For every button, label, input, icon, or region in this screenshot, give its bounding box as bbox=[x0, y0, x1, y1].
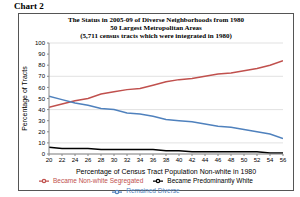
html-text:The Status in 2005-09 of Diver: The Status in 2005-09 of Diverse Neighbo… bbox=[68, 16, 244, 24]
svg-text:22: 22 bbox=[59, 157, 66, 163]
svg-text:40: 40 bbox=[38, 107, 45, 113]
html-text:Remained Diverse: Remained Diverse bbox=[126, 187, 180, 195]
html-text:(5,711 census tracts which wer: (5,711 census tracts which were integrat… bbox=[80, 32, 232, 40]
svg-text:70: 70 bbox=[38, 73, 45, 79]
svg-text:44: 44 bbox=[202, 157, 209, 163]
svg-text:20: 20 bbox=[38, 129, 45, 135]
svg-text:28: 28 bbox=[98, 157, 105, 163]
svg-text:54: 54 bbox=[267, 157, 274, 163]
svg-text:42: 42 bbox=[189, 157, 196, 163]
svg-text:0: 0 bbox=[42, 151, 46, 157]
svg-text:60: 60 bbox=[38, 85, 45, 91]
html-text:Became Predominantly White: Became Predominantly White bbox=[167, 177, 253, 184]
svg-text:50: 50 bbox=[38, 96, 45, 102]
svg-text:52: 52 bbox=[254, 157, 261, 163]
svg-text:50: 50 bbox=[241, 157, 248, 163]
svg-text:40: 40 bbox=[176, 157, 183, 163]
svg-text:34: 34 bbox=[137, 157, 144, 163]
svg-text:10: 10 bbox=[38, 140, 45, 146]
svg-text:46: 46 bbox=[215, 157, 222, 163]
svg-text:38: 38 bbox=[163, 157, 170, 163]
svg-text:100: 100 bbox=[35, 40, 46, 46]
svg-text:Percentage of Census Tract Pop: Percentage of Census Tract Population No… bbox=[76, 168, 256, 176]
html-text:Chart 2: Chart 2 bbox=[14, 1, 44, 11]
svg-text:20: 20 bbox=[46, 157, 53, 163]
html-text:Became Non-white Segregated: Became Non-white Segregated bbox=[53, 177, 144, 184]
svg-text:26: 26 bbox=[85, 157, 92, 163]
svg-text:90: 90 bbox=[38, 51, 45, 57]
svg-text:24: 24 bbox=[72, 157, 79, 163]
svg-text:32: 32 bbox=[124, 157, 131, 163]
html-text:50 Largest Metropolitan Areas: 50 Largest Metropolitan Areas bbox=[110, 24, 202, 32]
svg-text:36: 36 bbox=[150, 157, 157, 163]
svg-text:30: 30 bbox=[38, 118, 45, 124]
svg-text:30: 30 bbox=[111, 157, 118, 163]
svg-text:56: 56 bbox=[280, 157, 287, 163]
svg-text:Percentage of Tracts: Percentage of Tracts bbox=[21, 66, 29, 131]
svg-text:48: 48 bbox=[228, 157, 235, 163]
svg-text:80: 80 bbox=[38, 62, 45, 68]
